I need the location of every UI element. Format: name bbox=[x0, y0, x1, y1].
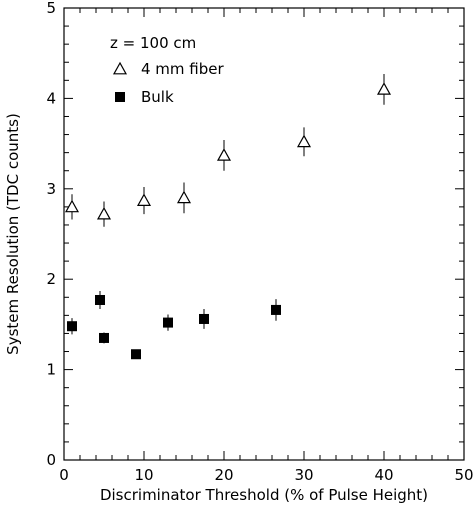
legend: 4 mm fiber Bulk bbox=[112, 60, 225, 106]
data-point bbox=[163, 317, 173, 328]
data-point bbox=[64, 199, 80, 213]
x-axis-label: Discriminator Threshold (% of Pulse Heig… bbox=[100, 486, 428, 504]
y-axis-label: System Resolution (TDC counts) bbox=[4, 113, 22, 355]
legend-label-bulk: Bulk bbox=[141, 88, 174, 106]
data-point bbox=[136, 193, 152, 206]
data-point bbox=[176, 190, 192, 204]
data-point bbox=[296, 134, 312, 148]
plot-border bbox=[63, 7, 465, 461]
annotation-z: z = 100 cm bbox=[110, 34, 196, 52]
data-point bbox=[95, 294, 105, 305]
data-point bbox=[96, 206, 112, 220]
y-tick-label: 2 bbox=[46, 270, 56, 288]
legend-marker-open-triangle bbox=[112, 61, 128, 75]
y-tick-label: 1 bbox=[46, 361, 56, 379]
data-points bbox=[64, 73, 392, 360]
data-point bbox=[99, 332, 109, 343]
plot-frame bbox=[63, 7, 465, 461]
x-tick-label: 20 bbox=[214, 466, 233, 484]
data-point bbox=[131, 349, 141, 360]
x-axis: 0 10 20 30 40 50 bbox=[59, 8, 474, 484]
y-axis: 0 1 2 3 4 5 bbox=[46, 0, 464, 469]
data-point bbox=[216, 148, 232, 161]
x-tick-label: 30 bbox=[294, 466, 313, 484]
data-point bbox=[199, 313, 209, 324]
x-tick-label: 50 bbox=[454, 466, 473, 484]
x-tick-label: 0 bbox=[59, 466, 69, 484]
y-tick-label: 3 bbox=[46, 180, 56, 198]
y-tick-label: 0 bbox=[46, 451, 56, 469]
filled-square-marker bbox=[115, 92, 125, 102]
y-tick-label: 4 bbox=[46, 89, 56, 107]
legend-marker-filled-square bbox=[115, 92, 125, 102]
open-triangle-marker bbox=[112, 61, 128, 75]
x-tick-label: 40 bbox=[374, 466, 393, 484]
x-tick-label: 10 bbox=[134, 466, 153, 484]
legend-label-fiber: 4 mm fiber bbox=[141, 60, 225, 78]
data-point bbox=[271, 304, 281, 315]
data-point bbox=[376, 82, 392, 95]
series-bulk bbox=[67, 290, 281, 360]
data-point bbox=[67, 321, 77, 332]
series-fiber bbox=[64, 73, 392, 227]
y-tick-label: 5 bbox=[46, 0, 56, 17]
